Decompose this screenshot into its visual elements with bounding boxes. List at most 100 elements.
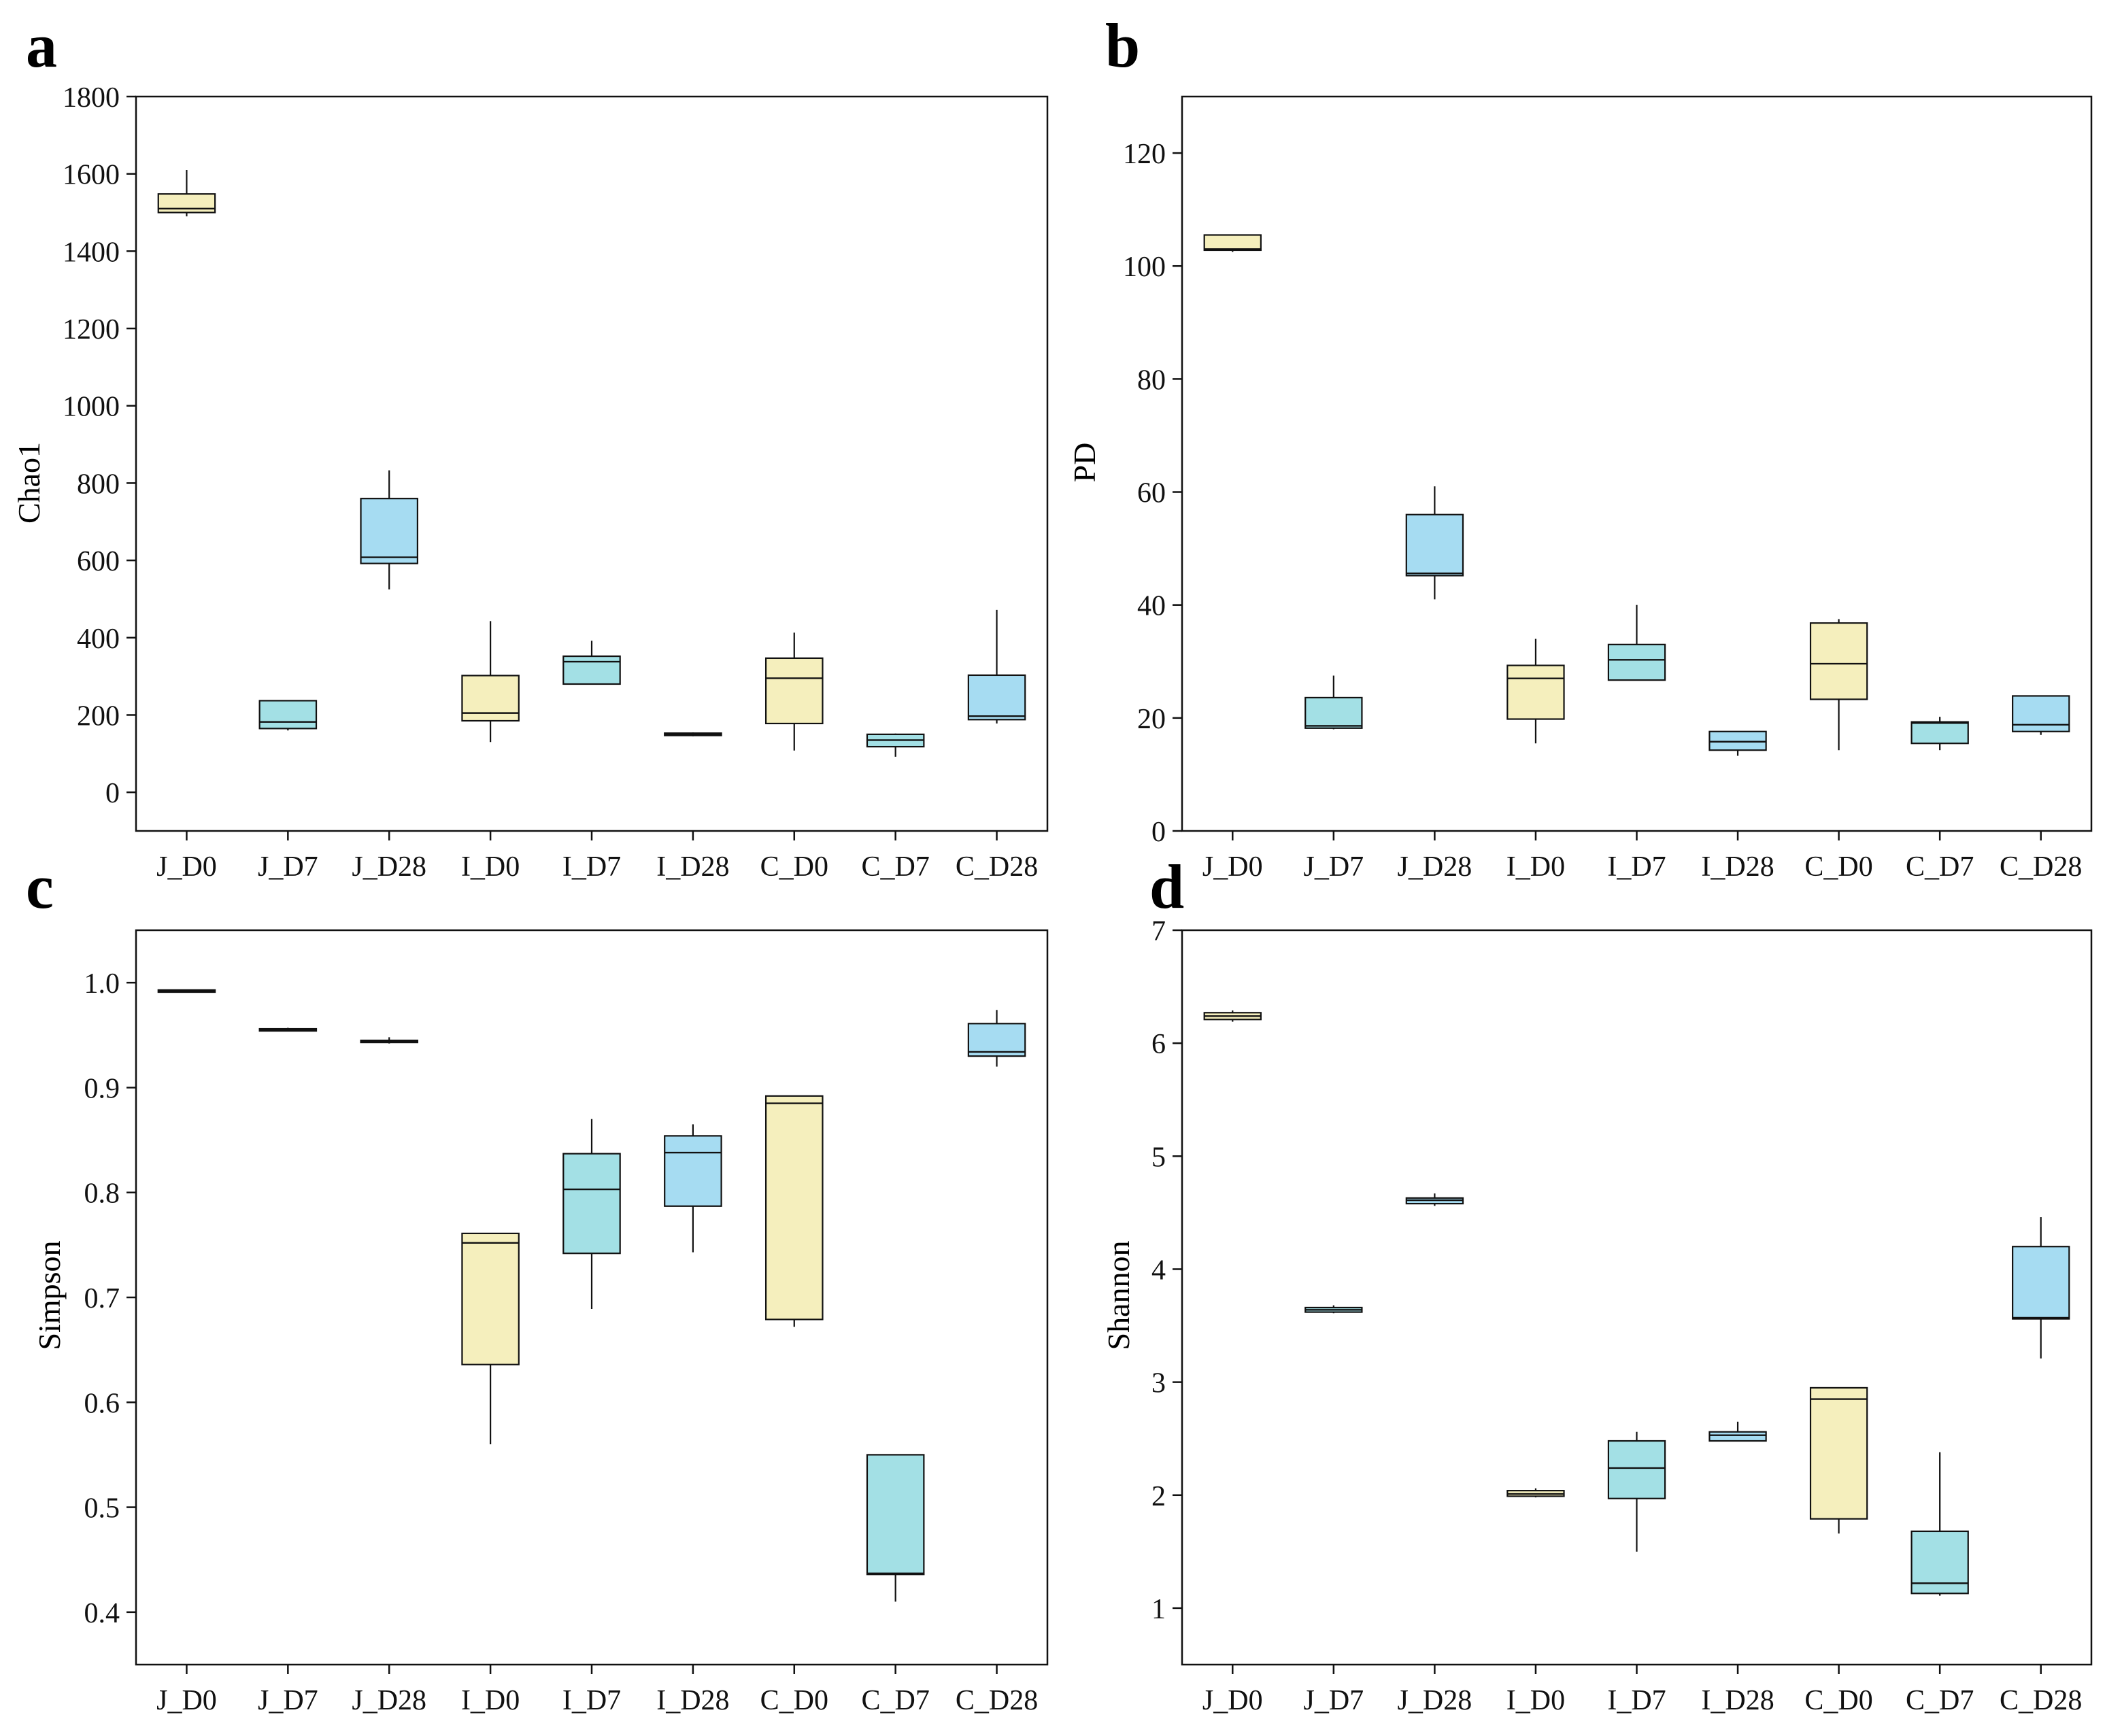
panel-b-ylabel: PD: [1067, 443, 1102, 483]
panel-a-box-j-d28: [360, 498, 419, 564]
panel-d-ytick-label: 2: [1151, 1481, 1166, 1512]
panel-d-ytick-label: 7: [1151, 916, 1166, 947]
panel-a-xtick-label: J_D7: [258, 851, 318, 883]
panel-a-ytick-label: 1000: [63, 392, 120, 423]
panel-d-xtick-label: I_D7: [1607, 1685, 1666, 1716]
panel-d-ytick-label: 5: [1151, 1142, 1166, 1173]
panel-b-ytick-label: 80: [1137, 364, 1166, 396]
panel-a-ytick-label: 1600: [63, 160, 120, 191]
panel-a-ytick-label: 1200: [63, 314, 120, 345]
panel-a-xtick-label: J_D0: [156, 851, 217, 883]
panel-b-xtick-label: C_D28: [2000, 851, 2082, 883]
panel-a-ytick-label: 200: [77, 700, 120, 732]
panel-c-box-c-d28: [967, 1023, 1026, 1057]
panel-b-ytick-label: 60: [1137, 478, 1166, 509]
panel-b-box-i-d28: [1708, 730, 1767, 751]
panel-d-xtick-label: J_D7: [1303, 1685, 1364, 1716]
panel-c-xtick-label: I_D7: [562, 1685, 621, 1716]
panel-a-box-i-d7: [562, 655, 621, 685]
panel-c-box-i-d0: [461, 1232, 520, 1365]
panel-d-ytick-label: 6: [1151, 1029, 1166, 1060]
panel-d-xtick-label: J_D28: [1398, 1685, 1472, 1716]
panel-b: b PD 0 20 40 60 80 100 120 J_D0 J_D7 J_D28 I_D0 I_D…: [1067, 11, 2093, 883]
panel-b-xtick-label: J_D0: [1202, 851, 1263, 883]
panel-d-ytick-label: 1: [1151, 1594, 1166, 1625]
panel-a: a Chao1 0 200 400 600 800 1000 1200 1400 1600 180…: [12, 11, 1049, 883]
panel-d-xtick-label: I_D28: [1701, 1685, 1774, 1716]
panel-c-ytick-label: 0.8: [84, 1178, 120, 1210]
panel-b-box-j-d28: [1405, 513, 1464, 577]
panel-b-ytick-label: 40: [1137, 591, 1166, 622]
panel-d-box-c-d7: [1910, 1530, 1969, 1595]
panel-c-ylabel: Simpson: [32, 1240, 67, 1350]
panel-a-ytick-label: 800: [77, 469, 120, 500]
panel-b-ytick-label: 120: [1123, 139, 1166, 170]
panel-a-letter: a: [26, 11, 57, 80]
panel-c-ytick-label: 0.5: [84, 1493, 120, 1525]
panel-c-xtick-label: J_D0: [156, 1685, 217, 1716]
panel-a-box-i-d0: [461, 675, 520, 722]
panel-c-ytick-label: 0.4: [84, 1598, 120, 1629]
panel-d-xtick-label: J_D0: [1202, 1685, 1263, 1716]
panel-b-box-j-d7: [1304, 696, 1363, 729]
panel-a-xtick-label: C_D7: [861, 851, 929, 883]
panel-b-xtick-label: I_D28: [1701, 851, 1774, 883]
panel-c-ytick-label: 0.7: [84, 1283, 120, 1314]
panel-b-box-i-d0: [1506, 664, 1565, 720]
panel-c-xtick-label: I_D28: [656, 1685, 729, 1716]
panel-b-ytick-label: 0: [1151, 817, 1166, 848]
panel-c-letter: c: [26, 852, 54, 921]
panel-a-xtick-label: C_D28: [956, 851, 1038, 883]
panel-a-box-c-d0: [764, 657, 824, 725]
panel-a-box-j-d7: [258, 700, 318, 730]
panel-a-ytick-label: 400: [77, 624, 120, 655]
panel-c: c Simpson 0.4 0.5 0.6 0.7 0.8 0.9 1.0 J_D0 J_D7 J…: [26, 852, 1049, 1716]
panel-a-xtick-label: I_D0: [461, 851, 520, 883]
panel-a-ytick-label: 0: [105, 778, 120, 809]
panel-c-box-i-d28: [664, 1135, 722, 1207]
panel-d-xtick-label: C_D28: [2000, 1685, 2082, 1716]
panel-b-box-c-d7: [1910, 721, 1969, 745]
panel-b-xtick-label: C_D0: [1804, 851, 1872, 883]
panel-a-box-c-d28: [967, 674, 1026, 721]
panel-d-xtick-label: C_D7: [1906, 1685, 1974, 1716]
panel-b-letter: b: [1105, 11, 1140, 80]
panel-d-box-i-d7: [1607, 1440, 1666, 1499]
panel-b-box-j-d0: [1203, 234, 1262, 252]
panel-c-ytick-label: 0.9: [84, 1073, 120, 1104]
panel-b-box-c-d28: [2012, 695, 2070, 732]
panel-c-ytick-label: 1.0: [84, 968, 120, 1000]
panel-c-box-i-d7: [562, 1153, 621, 1255]
panel-c-xtick-label: I_D0: [461, 1685, 520, 1716]
panel-a-ylabel: Chao1: [12, 442, 46, 524]
panel-b-ytick-label: 20: [1137, 704, 1166, 735]
panel-c-xtick-label: C_D28: [956, 1685, 1038, 1716]
panel-c-box-c-d0: [764, 1095, 824, 1321]
panel-c-box-c-d7: [866, 1454, 925, 1576]
panel-a-ytick-label: 1800: [63, 82, 120, 114]
panel-d-ytick-label: 3: [1151, 1368, 1166, 1399]
panel-c-xtick-label: C_D7: [861, 1685, 929, 1716]
panel-a-xtick-label: I_D7: [562, 851, 621, 883]
panel-b-ytick-label: 100: [1123, 252, 1166, 283]
panel-b-xtick-label: C_D7: [1906, 851, 1974, 883]
panel-b-box-c-d0: [1809, 622, 1868, 700]
panel-c-xtick-label: J_D7: [258, 1685, 318, 1716]
panel-c-xtick-label: J_D28: [352, 1685, 426, 1716]
panel-d-ylabel: Shannon: [1101, 1241, 1136, 1350]
panel-d-letter: d: [1149, 852, 1184, 921]
panel-d-box-c-d0: [1809, 1386, 1868, 1520]
panel-c-xtick-label: C_D0: [760, 1685, 828, 1716]
panel-d: d Shannon 1 2 3 4 5 6 7 J_D0 J_D7 J_D28 I_D0 I_D7 I_…: [1101, 852, 2093, 1716]
panel-b-xtick-label: J_D28: [1398, 851, 1472, 883]
panel-b-xtick-label: I_D0: [1506, 851, 1565, 883]
panel-c-ytick-label: 0.6: [84, 1388, 120, 1419]
panel-d-box-c-d28: [2012, 1246, 2070, 1320]
panel-d-box-i-d28: [1708, 1431, 1767, 1442]
panel-d-ytick-label: 4: [1151, 1255, 1166, 1286]
panel-d-xtick-label: C_D0: [1804, 1685, 1872, 1716]
panel-b-xtick-label: I_D7: [1607, 851, 1666, 883]
panel-a-ytick-label: 600: [77, 546, 120, 577]
panel-b-xtick-label: J_D7: [1303, 851, 1364, 883]
panel-a-box-j-d0: [157, 193, 216, 214]
